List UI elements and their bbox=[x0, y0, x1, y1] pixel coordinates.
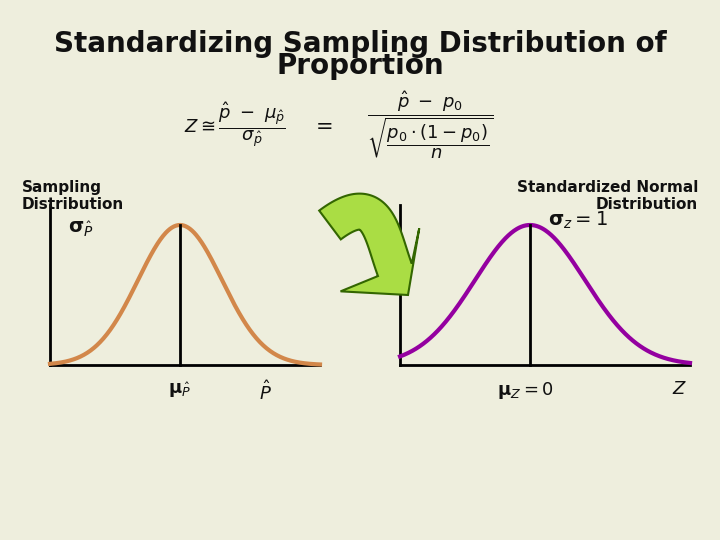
Text: Sampling
Distribution: Sampling Distribution bbox=[22, 180, 125, 212]
Text: $Z$: $Z$ bbox=[672, 380, 688, 398]
Text: $\mathbf{\sigma}_z = 1$: $\mathbf{\sigma}_z = 1$ bbox=[548, 210, 608, 231]
Text: Proportion: Proportion bbox=[276, 52, 444, 80]
Text: Standardizing Sampling Distribution of: Standardizing Sampling Distribution of bbox=[53, 30, 667, 58]
Text: Standardized Normal
Distribution: Standardized Normal Distribution bbox=[517, 180, 698, 212]
Text: $\hat{P}$: $\hat{P}$ bbox=[258, 380, 271, 404]
Text: $=$: $=$ bbox=[311, 115, 333, 135]
Text: $\mathbf{\sigma}_{\hat{P}}$: $\mathbf{\sigma}_{\hat{P}}$ bbox=[68, 220, 94, 239]
Text: $\mathbf{\mu}_{\hat{P}}$: $\mathbf{\mu}_{\hat{P}}$ bbox=[168, 380, 192, 400]
Text: $\dfrac{\hat{p}\ -\ p_0}{\sqrt{\dfrac{p_0 \cdot (1-p_0)}{n}}}$: $\dfrac{\hat{p}\ -\ p_0}{\sqrt{\dfrac{p_… bbox=[366, 90, 493, 160]
Text: $Z \cong \dfrac{\hat{p}\ -\ \mu_{\hat{p}}}{\sigma_{\hat{p}}}$: $Z \cong \dfrac{\hat{p}\ -\ \mu_{\hat{p}… bbox=[184, 101, 286, 149]
Text: $\mathbf{\mu}_Z= 0$: $\mathbf{\mu}_Z= 0$ bbox=[497, 380, 554, 401]
Polygon shape bbox=[319, 194, 419, 295]
